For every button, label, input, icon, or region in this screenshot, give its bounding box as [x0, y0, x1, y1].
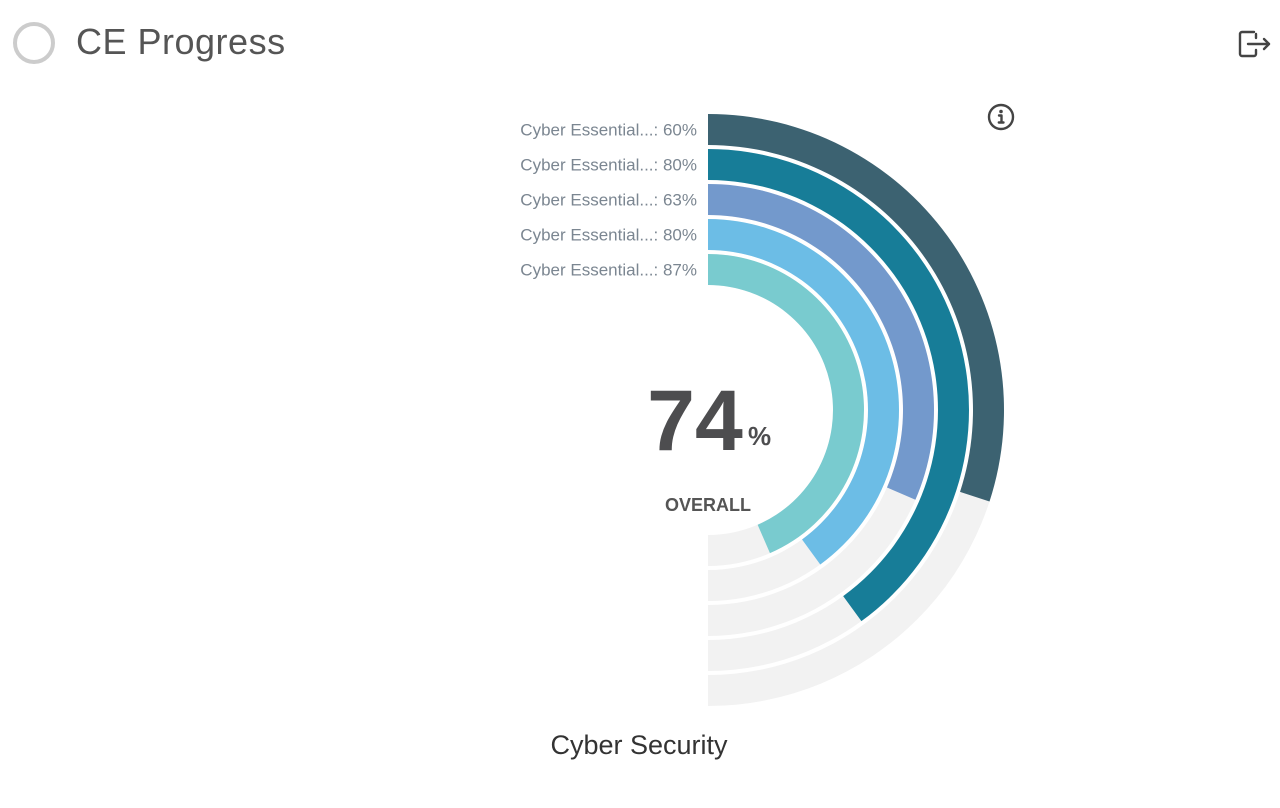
ring-bar[interactable] [708, 149, 969, 622]
ring-label: Cyber Essential...: 80% [520, 226, 697, 245]
info-icon [987, 103, 1015, 131]
ring-label: Cyber Essential...: 80% [520, 156, 697, 175]
logout-icon [1238, 30, 1271, 58]
ring-bar[interactable] [708, 184, 934, 500]
progress-ring-icon [13, 22, 55, 64]
overall-unit: % [748, 421, 771, 451]
ring-label: Cyber Essential...: 63% [520, 191, 697, 210]
chart-caption: Cyber Security [550, 730, 728, 760]
overall-label: OVERALL [665, 495, 751, 515]
ring-bar[interactable] [708, 254, 865, 554]
ring-label: Cyber Essential...: 60% [520, 121, 697, 140]
ring-labels: Cyber Essential...: 60% Cyber Essential..… [520, 121, 697, 280]
ring-bar[interactable] [708, 219, 899, 565]
ring-label: Cyber Essential...: 87% [520, 261, 697, 280]
overall-value: 74 [647, 373, 743, 469]
info-button[interactable] [986, 102, 1016, 132]
logout-button[interactable] [1236, 28, 1272, 60]
page-title: CE Progress [76, 21, 286, 62]
ring-bars [708, 114, 1004, 622]
ring-bar[interactable] [708, 114, 1004, 502]
